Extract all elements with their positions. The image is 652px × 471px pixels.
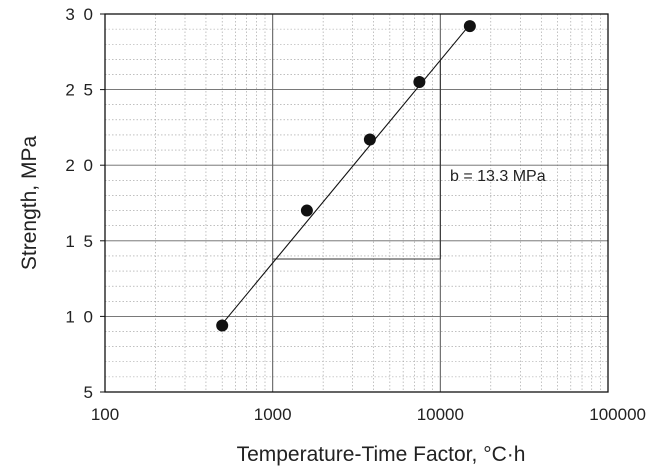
x-tick-label: 100000 xyxy=(589,405,646,424)
plot-frame xyxy=(104,13,609,393)
y-tick-label: 5 xyxy=(84,383,95,402)
x-tick-labels: 100 1000 10000 100000 xyxy=(91,405,646,424)
x-tick-label: 1000 xyxy=(254,405,292,424)
data-point xyxy=(300,204,313,217)
slope-triangle xyxy=(272,60,441,260)
fit-line xyxy=(221,24,471,325)
y-tick-label: 3 0 xyxy=(65,5,95,24)
y-axis-label: Strength, MPa xyxy=(18,136,41,271)
y-tick-labels: 5 1 0 1 5 2 0 2 5 3 0 xyxy=(65,5,105,402)
x-tick-label: 100 xyxy=(91,405,119,424)
y-tick-label: 2 5 xyxy=(65,81,95,100)
grid xyxy=(105,14,608,392)
data-point xyxy=(463,20,476,33)
data-point xyxy=(413,76,426,89)
y-tick-label: 2 0 xyxy=(65,156,95,175)
y-tick-label: 1 5 xyxy=(65,232,95,251)
annotation-label: b = 13.3 MPa xyxy=(450,168,546,185)
y-tick-label: 1 0 xyxy=(65,307,95,326)
data-points xyxy=(216,20,476,332)
x-tick-label: 10000 xyxy=(417,405,464,424)
data-point xyxy=(216,319,229,332)
x-axis-label: Temperature-Time Factor, °C·h xyxy=(237,443,526,466)
data-point xyxy=(363,133,376,146)
